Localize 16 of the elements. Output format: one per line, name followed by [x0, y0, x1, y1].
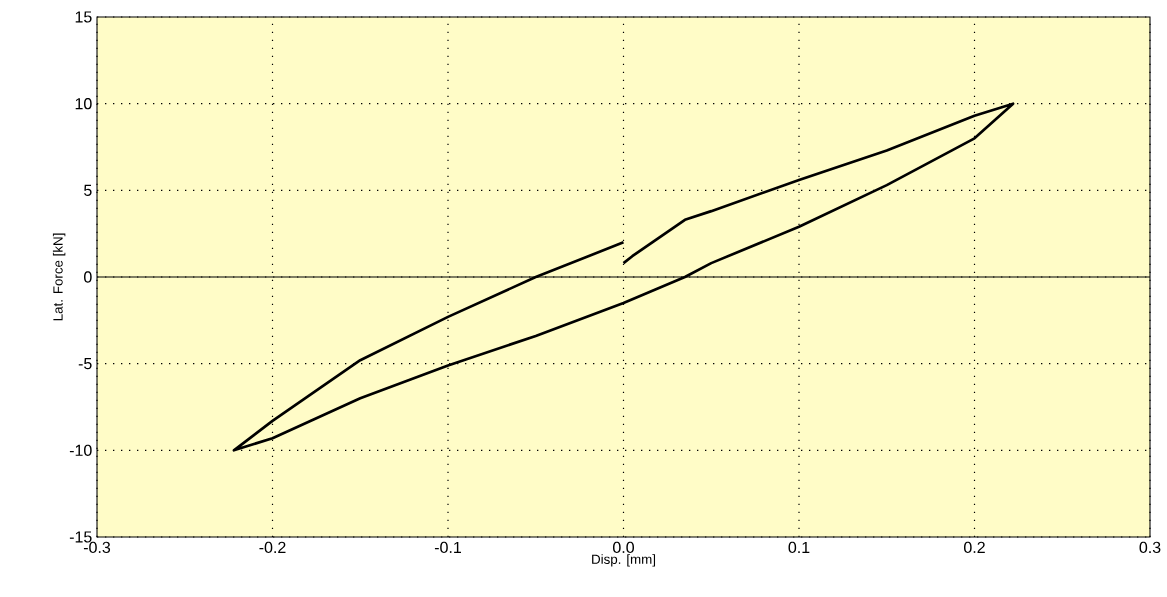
- x-tick-label: -0.3: [83, 541, 111, 554]
- x-tick-label: 0.1: [788, 541, 810, 554]
- x-tick-label: -0.1: [434, 541, 461, 554]
- y-tick-label: -5: [78, 358, 92, 370]
- y-axis-title: Lat. Force [kN]: [52, 233, 66, 321]
- y-tick-label: 15: [75, 11, 92, 23]
- x-tick-label: -0.2: [259, 541, 286, 554]
- y-tick-label: 10: [75, 98, 92, 110]
- y-tick-label: 0: [84, 271, 92, 283]
- y-tick-label: 5: [84, 184, 92, 196]
- x-tick-label: 0.3: [1139, 541, 1161, 554]
- x-axis-title: Disp. [mm]: [592, 554, 656, 567]
- x-tick-label: 0.2: [964, 541, 985, 554]
- y-tick-label: -15: [69, 531, 92, 543]
- x-tick-label: 0.0: [613, 541, 635, 554]
- y-tick-label: -10: [69, 444, 92, 456]
